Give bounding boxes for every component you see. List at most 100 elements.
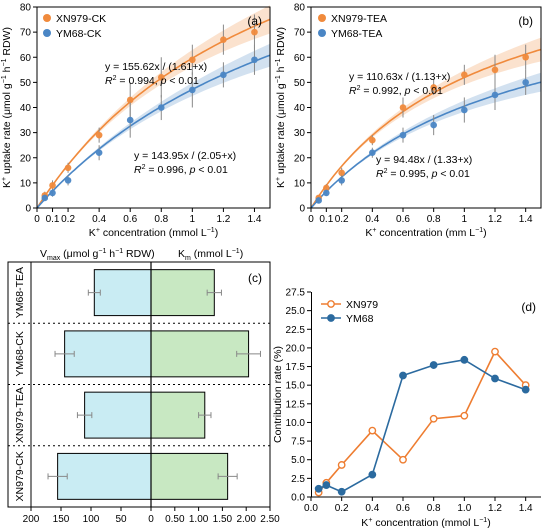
- fit-stats: R2 = 0.995, p < 0.01: [376, 168, 470, 180]
- x-axis-label: K+ concentration (mm L−1): [365, 227, 486, 239]
- category-label: YM68-CK: [14, 331, 26, 377]
- data-point: [429, 361, 438, 369]
- x-tick-label: 0.0: [304, 503, 318, 514]
- km-bar: [150, 452, 229, 500]
- label-part: ): [483, 227, 487, 239]
- y-tick-label: 17.5: [286, 362, 306, 373]
- label-part: RDW): [275, 27, 287, 59]
- data-point: [157, 104, 165, 111]
- data-point: [369, 136, 376, 144]
- data-point: [429, 414, 438, 423]
- fit-curve-1: [310, 81, 542, 209]
- y-tick-label: 20: [20, 153, 32, 164]
- superscript: −1: [275, 75, 282, 83]
- x-tick-label: 0.4: [365, 503, 379, 514]
- y-tick-label: 27.5: [286, 288, 306, 299]
- label-part: uptake rate (μmol g: [275, 83, 287, 177]
- x-tick-label: 0.50: [165, 514, 185, 525]
- x-tick-label: 50: [115, 514, 127, 525]
- x-tick-label: 0.1: [46, 214, 60, 225]
- y-tick-label: 15.0: [286, 381, 306, 392]
- data-point: [41, 194, 49, 202]
- label-part: (mmol L: [191, 248, 232, 260]
- y-tick-label: 22.5: [286, 325, 306, 336]
- label-part: = 0.995,: [388, 168, 432, 180]
- label-part: < 0.01: [195, 164, 228, 176]
- y-tick-label: 0.0: [291, 493, 305, 504]
- data-point: [64, 177, 72, 184]
- superscript: +: [1, 177, 8, 181]
- label-part: uptake rate (μmol g: [1, 83, 13, 177]
- label-part: concentration (mmol L: [372, 517, 479, 529]
- label-part: p: [404, 85, 411, 97]
- label-part: concentration (mmol L: [100, 227, 207, 239]
- x-tick-label: 0.8: [154, 214, 168, 225]
- x-tick-label: 0.2: [61, 214, 75, 225]
- label-part: R: [349, 85, 357, 97]
- x-axis-label: K+ concentration (mmol L−1): [89, 227, 218, 239]
- data-point: [189, 86, 196, 94]
- data-point: [399, 371, 407, 380]
- y-tick-label: 0: [25, 204, 31, 215]
- km-axis-title: Km (mmol L−1): [178, 248, 243, 262]
- legend-marker: [43, 29, 51, 37]
- panel-label: (b): [518, 14, 533, 28]
- category-label: YM68-TEA: [14, 267, 26, 318]
- label-part: = 0.992,: [361, 85, 405, 97]
- x-tick-label: 1.50: [213, 514, 233, 525]
- category-label: XN979-CK: [14, 451, 26, 501]
- vmax-bar: [93, 269, 152, 317]
- data-point: [368, 426, 377, 435]
- legend-label: YM68-CK: [56, 28, 102, 40]
- y-tick-label: 70: [20, 28, 32, 39]
- label-part: R: [105, 75, 113, 87]
- superscript: −1: [1, 58, 8, 66]
- x-tick-label: 0.6: [123, 214, 137, 225]
- x-tick-label: 0.4: [365, 214, 379, 225]
- series-line-0: [318, 350, 527, 493]
- y-tick-label: 30: [294, 128, 306, 139]
- x-axis-label: K+ concentration (mmol L−1): [361, 517, 490, 529]
- data-point: [95, 131, 103, 139]
- y-tick-label: 80: [20, 3, 32, 14]
- x-tick-label: 0.8: [427, 214, 441, 225]
- superscript: −1: [275, 58, 282, 66]
- x-tick-label: 0.4: [92, 214, 106, 225]
- x-tick-label: 0.6: [396, 503, 410, 514]
- x-tick-label: 1: [462, 214, 468, 225]
- superscript: −1: [1, 75, 8, 83]
- superscript: 2: [113, 75, 117, 82]
- y-axis-label: K+ uptake rate (μmol g−1 h−1 RDW): [275, 27, 287, 188]
- x-tick-label: 1.2: [488, 503, 502, 514]
- panel-label: (d): [521, 300, 536, 314]
- panel-label: (c): [248, 271, 262, 285]
- y-tick-label: 80: [294, 3, 306, 14]
- data-point: [251, 56, 258, 64]
- vmax-bar: [84, 391, 152, 439]
- label-part: K: [275, 181, 287, 188]
- x-tick-label: 1.00: [189, 514, 209, 525]
- y-tick-label: 40: [294, 103, 306, 114]
- y-tick-label: 7.5: [291, 437, 305, 448]
- panel-a: 0 0.1 0.2 0.4 0.6 0.8 1 1.2 1.4 0 10 20 30 40 50 60 70 80…: [1, 3, 271, 239]
- label-part: K: [365, 227, 372, 239]
- x-tick-label: 1.2: [488, 214, 502, 225]
- legend-label: XN979-TEA: [331, 13, 387, 25]
- superscript: −1: [115, 248, 123, 255]
- data-point: [461, 106, 468, 114]
- fit-curve-1: [36, 54, 271, 209]
- superscript: +: [372, 227, 376, 234]
- fit-equation: y = 110.63x / (1.13+x): [349, 71, 450, 83]
- data-point: [157, 74, 165, 81]
- km-bar: [150, 330, 250, 378]
- superscript: 2: [384, 168, 388, 175]
- subscript: m: [185, 255, 191, 262]
- data-point: [126, 96, 134, 104]
- data-point: [460, 355, 469, 364]
- data-point: [491, 66, 499, 74]
- panel-c: Vmax (μmol g−1 h−1 RDW) Km (mmol L−1)YM68…: [7, 248, 280, 525]
- data-point: [430, 121, 437, 129]
- label-part: p: [431, 168, 438, 180]
- y-tick-label: 2.5: [291, 474, 305, 485]
